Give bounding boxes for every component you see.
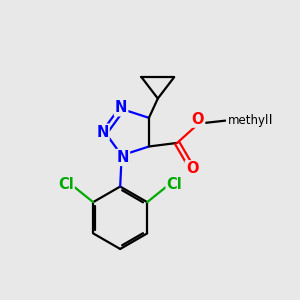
Text: Cl: Cl — [58, 177, 74, 192]
Text: O: O — [192, 112, 204, 127]
Text: N: N — [115, 100, 127, 115]
Text: N: N — [96, 125, 109, 140]
Text: Cl: Cl — [167, 177, 182, 192]
Text: O: O — [186, 161, 198, 176]
Text: N: N — [117, 150, 129, 165]
Text: methyl: methyl — [228, 114, 269, 127]
Text: methyl: methyl — [227, 114, 273, 127]
